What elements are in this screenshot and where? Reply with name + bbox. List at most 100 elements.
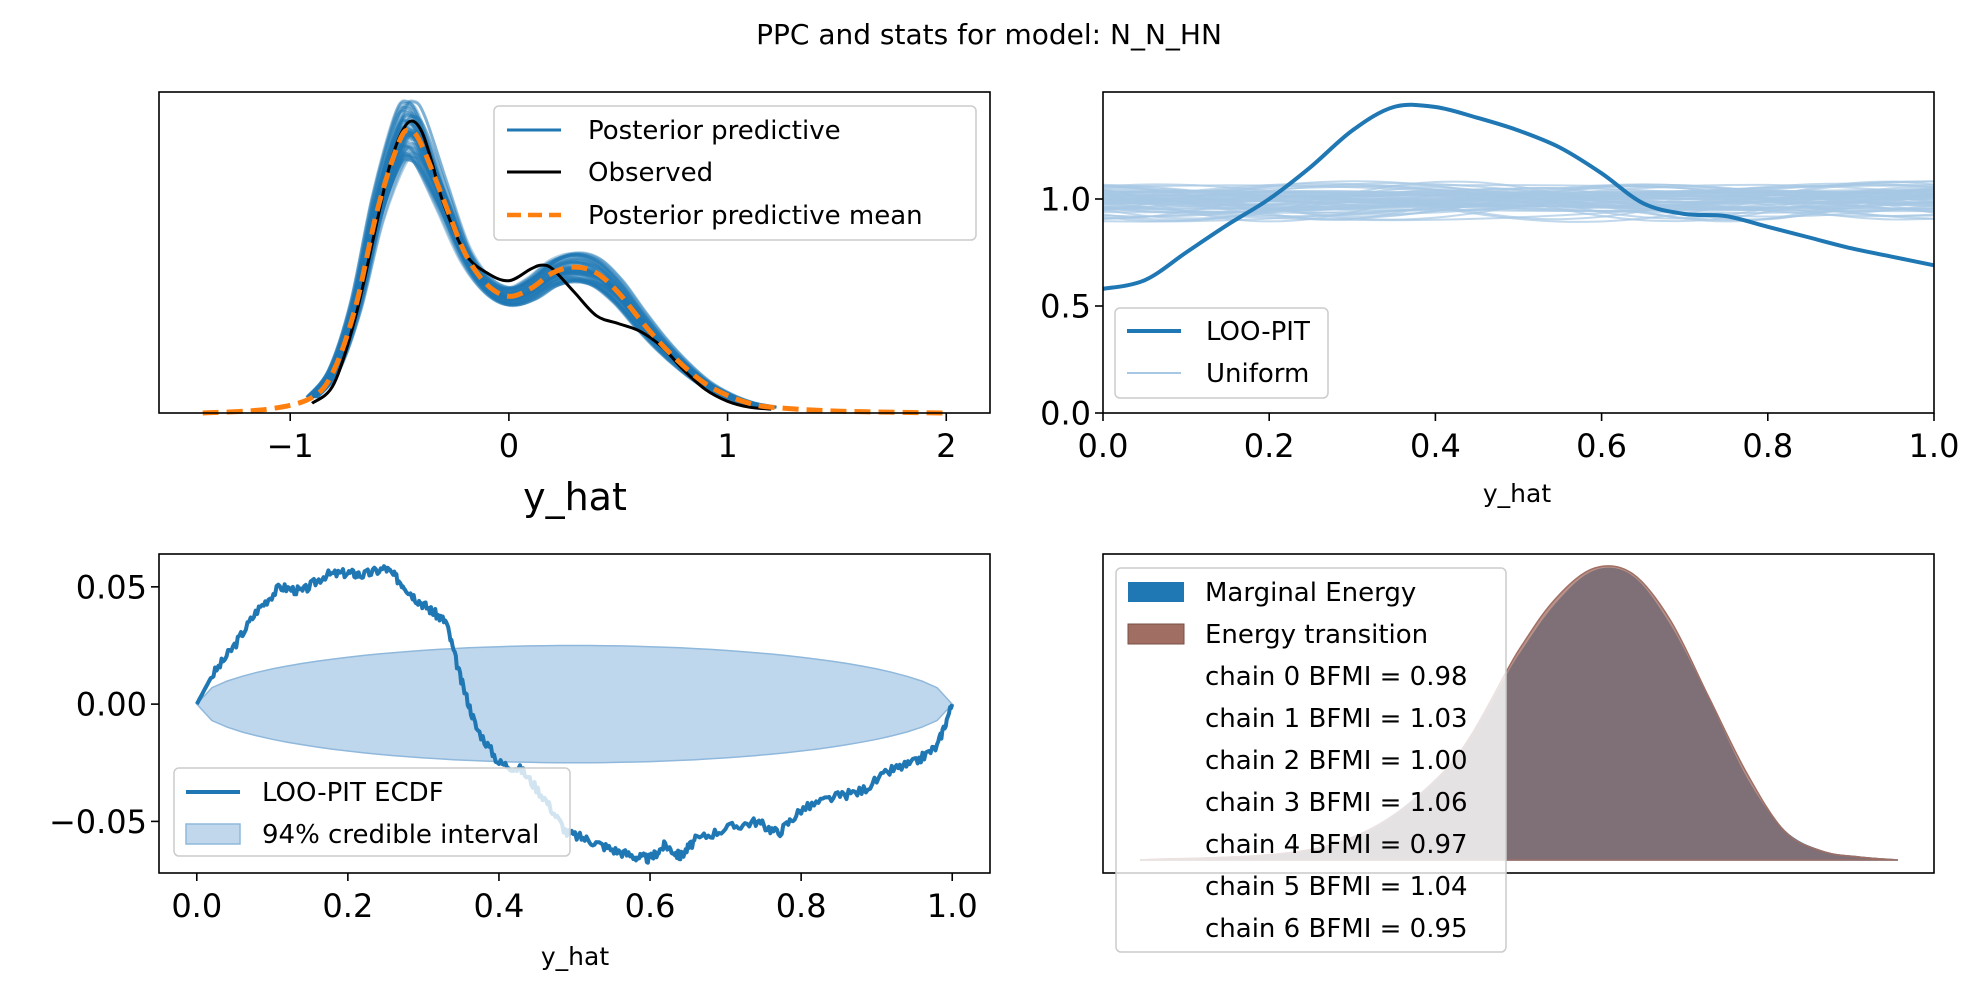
bfmi-entry: chain 4 BFMI = 0.97 [1205, 830, 1468, 860]
bfmi-entry: chain 1 BFMI = 1.03 [1205, 704, 1468, 734]
posterior-predictive-line [305, 150, 767, 409]
uniform-draws [1102, 180, 1935, 223]
legend-label-uniform: Uniform [1206, 359, 1309, 389]
legend-label-loo-pit-ecdf: LOO-PIT ECDF [262, 778, 444, 808]
uniform-line [1102, 192, 1935, 210]
ppc-legend: Posterior predictive Observed Posterior … [493, 105, 977, 241]
ppc-x-tick-label: 2 [936, 427, 956, 465]
ecdf-x-axis-label: y_hat [541, 942, 609, 971]
posterior-predictive-line [313, 131, 774, 409]
legend-swatch-credible-interval [185, 823, 241, 845]
ecdf-legend-box [173, 767, 571, 857]
legend-swatch-marginal-energy [1128, 582, 1184, 602]
ppc-frame [158, 91, 991, 414]
energy-panel: Marginal Energy Energy transition chain … [1102, 553, 1935, 953]
loo-pit-x-axis-label: y_hat [1483, 479, 1551, 508]
bfmi-list: chain 0 BFMI = 0.98 chain 1 BFMI = 1.03 ch… [1205, 662, 1468, 944]
posterior-predictive-line [311, 111, 773, 409]
ecdf-y-tick-label: −0.05 [49, 803, 147, 841]
posterior-predictive-line [311, 153, 773, 409]
ppc-x-tick-label: 1 [717, 427, 737, 465]
posterior-predictive-line [310, 144, 772, 409]
ecdf-x-tick-label: 1.0 [927, 887, 978, 925]
posterior-predictive-line [315, 130, 776, 409]
bfmi-entry: chain 2 BFMI = 1.00 [1205, 746, 1468, 776]
ppc-panel: −1 0 1 2 y_hat Posterior predictive Observe… [158, 91, 991, 519]
energy-legend-box [1115, 567, 1507, 953]
posterior-predictive-line [312, 133, 774, 409]
ecdf-x-tick-label: 0.8 [776, 887, 827, 925]
loo-pit-x-tick-label: 1.0 [1909, 427, 1960, 465]
uniform-line [1102, 183, 1935, 211]
loo-pit-line [1102, 102, 1935, 291]
posterior-predictive-line [314, 134, 775, 409]
ecdf-x-tick-label: 0.4 [474, 887, 525, 925]
uniform-line [1102, 192, 1935, 214]
posterior-predictive-line [316, 132, 777, 409]
ppc-x-tick-label: 0 [499, 427, 519, 465]
bfmi-entry: chain 0 BFMI = 0.98 [1205, 662, 1468, 692]
posterior-predictive-line [314, 145, 775, 409]
figure-title: PPC and stats for model: N_N_HN [756, 18, 1222, 51]
posterior-predictive-line [305, 109, 767, 409]
legend-label-observed: Observed [588, 158, 713, 188]
ppc-x-axis-label: y_hat [523, 475, 627, 519]
posterior-predictive-line [314, 131, 775, 409]
posterior-predictive-line [305, 132, 767, 409]
uniform-line [1102, 190, 1935, 223]
ecdf-x-tick-label: 0.0 [171, 887, 222, 925]
ecdf-x-tick-label: 0.2 [322, 887, 373, 925]
posterior-predictive-line [311, 147, 773, 409]
bfmi-entry: chain 5 BFMI = 1.04 [1205, 872, 1468, 902]
ecdf-y-tick-label: 0.00 [76, 686, 147, 724]
posterior-predictive-line [314, 142, 776, 409]
loo-pit-axes: 0.0 0.2 0.4 0.6 0.8 1.0 0.0 0.5 1.0 [1040, 91, 1960, 465]
loo-pit-legend: LOO-PIT Uniform [1114, 307, 1329, 399]
posterior-predictive-line [311, 158, 773, 409]
posterior-predictive-line [312, 145, 774, 409]
loo-pit-x-tick-label: 0.4 [1410, 427, 1461, 465]
loo-pit-frame [1102, 91, 1935, 414]
ppc-axes: −1 0 1 2 [158, 91, 991, 465]
legend-label-posterior-predictive: Posterior predictive [588, 116, 841, 146]
posterior-predictive-line [314, 99, 776, 409]
posterior-predictive-line [309, 152, 771, 409]
ecdf-frame [158, 553, 991, 874]
posterior-predictive-line [312, 151, 774, 409]
credible-interval-band [195, 644, 954, 764]
loo-pit-x-tick-label: 0.8 [1742, 427, 1793, 465]
posterior-predictive-line [315, 137, 776, 409]
loo-pit-x-tick-label: 0.6 [1576, 427, 1627, 465]
ecdf-x-tick-label: 0.6 [625, 887, 676, 925]
legend-label-energy-transition: Energy transition [1205, 620, 1428, 650]
loo-pit-panel: 0.0 0.2 0.4 0.6 0.8 1.0 0.0 0.5 1.0 y_hat LOO-PI… [1040, 91, 1960, 508]
posterior-predictive-line [312, 135, 774, 409]
posterior-predictive-line [313, 149, 774, 409]
posterior-predictive-line [310, 155, 772, 409]
legend-label-loo-pit: LOO-PIT [1206, 317, 1310, 347]
energy-legend: Marginal Energy Energy transition chain … [1115, 567, 1507, 953]
posterior-predictive-line [305, 105, 767, 409]
bfmi-entry: chain 3 BFMI = 1.06 [1205, 788, 1468, 818]
loo-pit-y-tick-label: 0.5 [1040, 288, 1091, 326]
uniform-line [1102, 186, 1935, 221]
loo-pit-y-tick-label: 1.0 [1040, 181, 1091, 219]
ecdf-axes: 0.0 0.2 0.4 0.6 0.8 1.0 −0.05 0.00 0.05 [49, 553, 991, 925]
ecdf-legend: LOO-PIT ECDF 94% credible interval [173, 767, 571, 857]
loo-pit-ecdf-panel: 0.0 0.2 0.4 0.6 0.8 1.0 −0.05 0.00 0.05 y_hat LO… [49, 553, 991, 971]
loo-pit-x-tick-label: 0.0 [1078, 427, 1129, 465]
legend-swatch-energy-transition [1127, 623, 1185, 645]
legend-label-credible-interval: 94% credible interval [262, 820, 539, 850]
loo-pit-x-tick-label: 0.2 [1244, 427, 1295, 465]
bfmi-entry: chain 6 BFMI = 0.95 [1205, 914, 1468, 944]
legend-label-ppc-mean: Posterior predictive mean [588, 201, 923, 231]
legend-label-marginal-energy: Marginal Energy [1205, 578, 1416, 608]
ppc-marks [202, 99, 947, 416]
posterior-predictive-line [315, 151, 777, 409]
ecdf-y-tick-label: 0.05 [76, 568, 147, 606]
posterior-predictive-line [314, 129, 776, 409]
loo-pit-marks [1102, 102, 1935, 291]
ppc-legend-box [493, 105, 977, 241]
posterior-predictive-line [316, 132, 777, 409]
